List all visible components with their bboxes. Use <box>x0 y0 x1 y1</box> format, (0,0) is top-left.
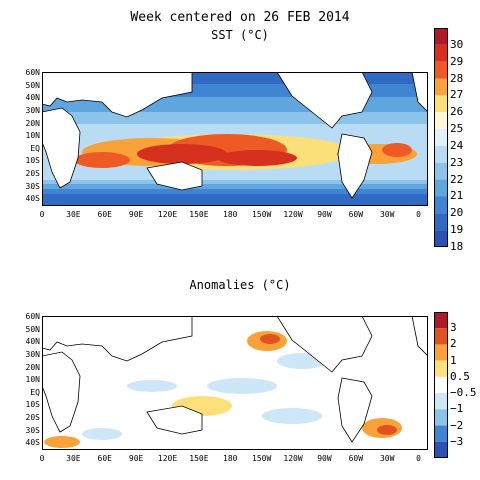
sst-colorbar-swatch <box>434 196 448 214</box>
sst-colorbar-tick-label: 23 <box>450 155 464 169</box>
sst-colorbar-swatch <box>434 162 448 180</box>
sst-colorbar-tick-label: 18 <box>450 240 464 253</box>
sst-lon-label: 30W <box>379 210 395 219</box>
sst-colorbar-tick-label: 21 <box>450 189 464 203</box>
sst-lat-label: 10S <box>25 156 40 166</box>
anom-lon-label: 150E <box>189 454 209 463</box>
anom-colorbar-tick-label: −0.5 <box>450 386 477 400</box>
anom-lon-label: 120W <box>283 454 303 463</box>
anom-lat-label: EQ <box>30 387 40 397</box>
anom-lon-label: 60W <box>348 454 364 463</box>
sst-colorbar-swatch <box>434 78 448 96</box>
sst-lon-label: 30E <box>66 210 81 219</box>
anom-colorbar-swatch <box>434 328 448 345</box>
sst-colorbar-swatch <box>434 230 448 247</box>
anomalies-title: Anomalies (°C) <box>189 278 291 292</box>
sst-lat-label: 40S <box>25 194 40 204</box>
sst-colorbar-swatch <box>434 112 448 130</box>
sst-colorbar <box>434 28 448 247</box>
sst-lon-label: 150E <box>189 210 209 219</box>
sst-colorbar-tick-label: 26 <box>450 105 464 119</box>
sst-colorbar-swatch <box>434 95 448 113</box>
sst-colorbar-tick-label: 30 <box>450 37 464 51</box>
anom-lon-label: 0 <box>416 454 421 463</box>
sst-colorbar-tick-label: 29 <box>450 54 464 68</box>
sst-colorbar-tick-label: 20 <box>450 206 464 220</box>
sst-lon-label: 150W <box>252 210 272 219</box>
sst-colorbar-tick-label: 24 <box>450 138 464 152</box>
sst-colorbar-tick-label: 25 <box>450 122 464 136</box>
sst-colorbar-swatch <box>434 28 448 45</box>
anom-lon-label: 0 <box>39 454 45 463</box>
anom-colorbar-swatch <box>434 441 448 458</box>
sst-lon-label: 60W <box>348 210 364 219</box>
anom-lon-label: 30E <box>66 454 81 463</box>
sst-lon-label: 120E <box>157 210 178 219</box>
sst-lon-label: 0 <box>39 210 45 219</box>
anom-lat-label: 10S <box>25 400 40 410</box>
sst-map <box>42 72 428 206</box>
anom-lat-label: 40S <box>25 438 40 448</box>
sst-lon-label: 180 <box>223 210 238 219</box>
anom-lat-label: 60N <box>25 312 40 321</box>
sst-colorbar-tick-label: 22 <box>450 172 464 186</box>
anomaly-colorbar <box>434 312 448 458</box>
anom-lon-label: 90E <box>128 454 144 463</box>
sst-lat-label: 30S <box>25 181 40 191</box>
anom-lat-label: 20S <box>25 413 40 423</box>
anom-colorbar-tick-label: −2 <box>450 418 464 432</box>
sst-colorbar-swatch <box>434 213 448 231</box>
sst-lon-label: 120W <box>283 210 303 219</box>
anom-lat-label: 10N <box>25 375 40 385</box>
anom-lon-label: 30W <box>379 454 395 463</box>
sst-colorbar-swatch <box>434 44 448 62</box>
anom-colorbar-tick-label: 2 <box>450 337 457 351</box>
anomaly-map <box>42 316 428 450</box>
anom-lat-label: 50N <box>25 324 40 334</box>
anom-colorbar-swatch <box>434 425 448 442</box>
anom-colorbar-swatch <box>434 360 448 377</box>
anom-colorbar-swatch <box>434 409 448 426</box>
sst-lat-label: 60N <box>25 68 40 77</box>
anom-colorbar-tick-label: 3 <box>450 321 457 335</box>
anom-lat-label: 40N <box>25 337 40 347</box>
sst-lat-label: 30N <box>25 105 40 115</box>
sst-colorbar-tick-label: 19 <box>450 223 464 237</box>
sst-lat-label: 50N <box>25 80 40 90</box>
anom-colorbar-tick-label: 1 <box>450 353 457 367</box>
sst-lat-label: EQ <box>30 143 40 153</box>
anom-lon-label: 150W <box>252 454 272 463</box>
anom-lat-label: 30N <box>25 349 40 359</box>
sst-lon-label: 90W <box>317 210 332 219</box>
sst-lat-label: 20S <box>25 169 40 179</box>
sst-lat-label: 20N <box>25 118 40 128</box>
anom-colorbar-tick-label: 0.5 <box>450 369 470 383</box>
anom-colorbar-swatch <box>434 344 448 361</box>
sst-colorbar-swatch <box>434 61 448 79</box>
sst-colorbar-tick-label: 28 <box>450 71 464 85</box>
sst-lat-label: 40N <box>25 93 40 103</box>
anom-colorbar-swatch <box>434 376 448 394</box>
anom-colorbar-swatch <box>434 393 448 410</box>
anom-lat-label: 20N <box>25 362 40 372</box>
sst-colorbar-swatch <box>434 145 448 163</box>
sst-lat-label: 10N <box>25 131 40 141</box>
anom-colorbar-swatch <box>434 312 448 329</box>
sst-lon-label: 0 <box>416 210 421 219</box>
anom-lon-label: 60E <box>97 454 112 463</box>
anom-lon-label: 120E <box>157 454 178 463</box>
sst-lon-label: 90E <box>128 210 144 219</box>
anom-lon-label: 90W <box>317 454 332 463</box>
sst-lon-label: 60E <box>97 210 112 219</box>
main-title: Week centered on 26 FEB 2014 <box>130 10 350 25</box>
sst-colorbar-tick-label: 27 <box>450 88 464 102</box>
sst-subtitle: SST (°C) <box>211 28 269 42</box>
anom-lon-label: 180 <box>223 454 238 463</box>
sst-colorbar-swatch <box>434 129 448 146</box>
anom-colorbar-tick-label: −1 <box>450 402 464 416</box>
sst-colorbar-swatch <box>434 179 448 197</box>
anom-lat-label: 30S <box>25 425 40 435</box>
anom-colorbar-tick-label: −3 <box>450 434 464 448</box>
